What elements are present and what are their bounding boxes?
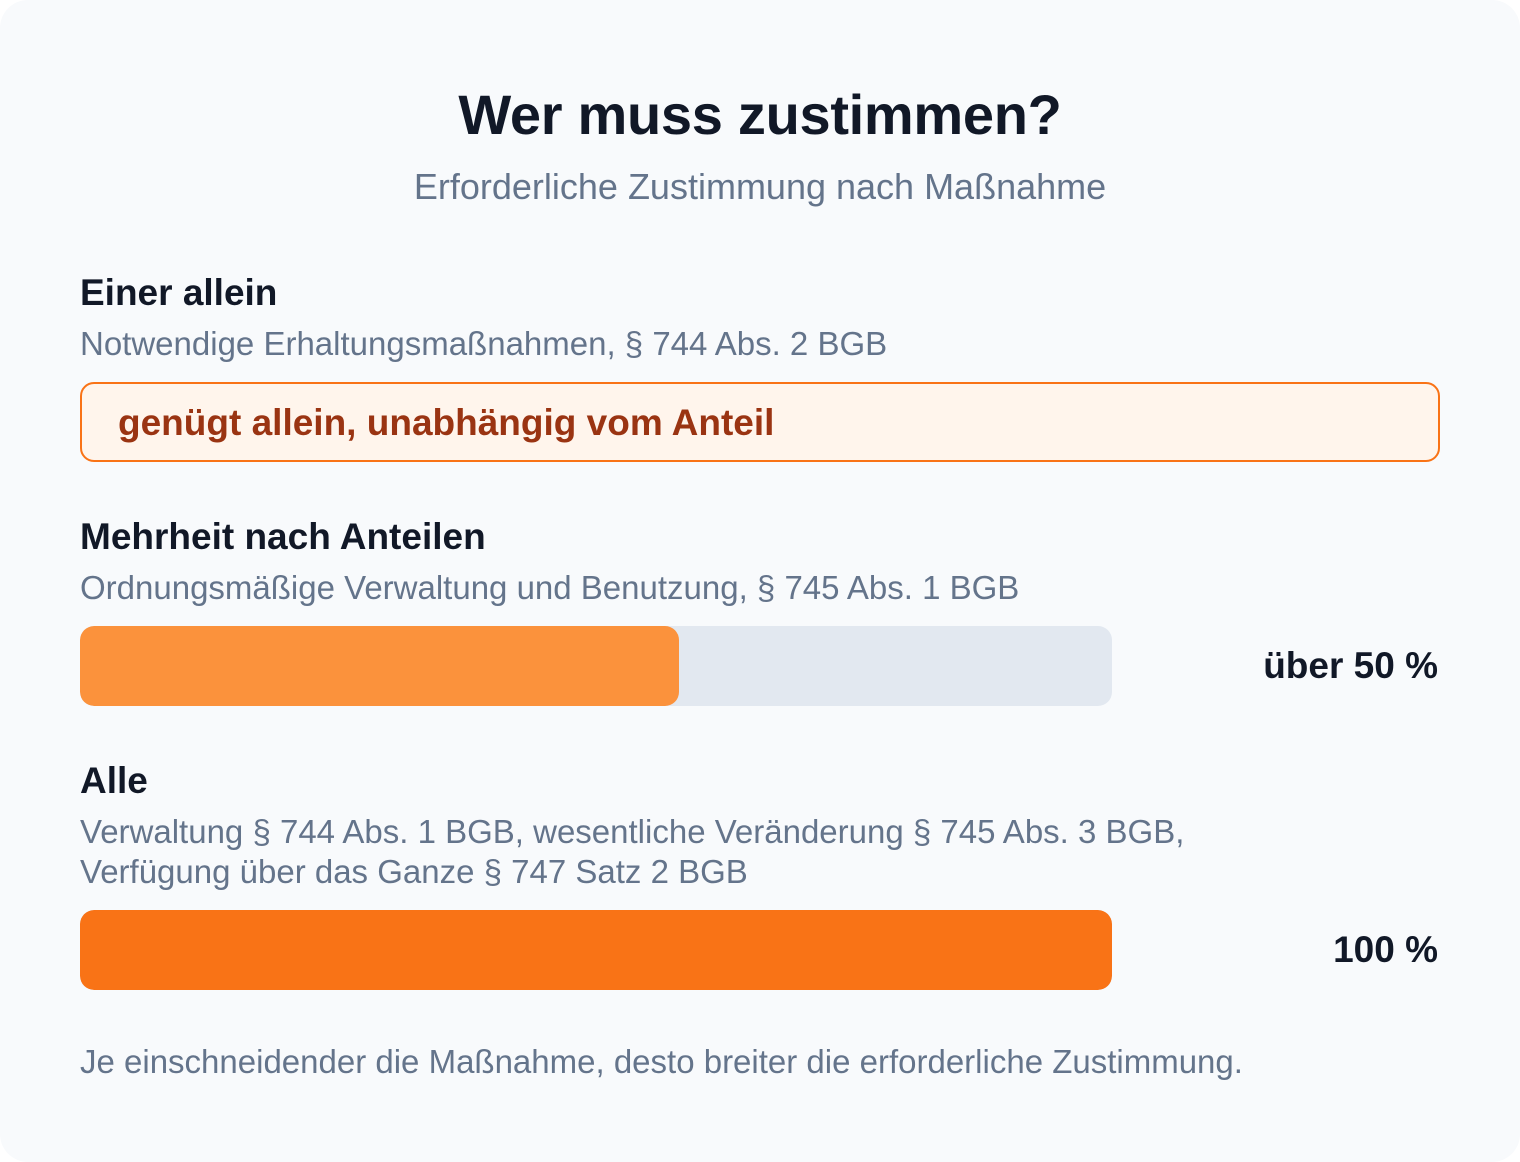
section-title-einer-allein: Einer allein <box>80 272 278 313</box>
footnote: Je einschneidender die Maßnahme, desto b… <box>80 1043 1243 1080</box>
progress-track-mehrheit <box>80 626 1112 706</box>
page-subtitle: Erforderliche Zustimmung nach Maßnahme <box>413 166 1107 207</box>
value-label-alle: 100 % <box>1333 929 1438 970</box>
callout-text: genügt allein, unabhängig vom Anteil <box>118 402 775 443</box>
value-label-mehrheit: über 50 % <box>1263 645 1438 686</box>
page-title: Wer muss zustimmen? <box>458 83 1062 146</box>
section-title-alle: Alle <box>80 760 148 801</box>
section-description-mehrheit: Ordnungsmäßige Verwaltung und Benutzung,… <box>80 569 1020 606</box>
section-title-mehrheit: Mehrheit nach Anteilen <box>80 516 486 557</box>
progress-fill-alle <box>80 910 1112 990</box>
callout-box: genügt allein, unabhängig vom Anteil <box>80 382 1440 462</box>
section-description-alle-line1: Verwaltung § 744 Abs. 1 BGB, wesentliche… <box>80 813 1185 850</box>
progress-track-alle <box>80 910 1112 990</box>
progress-fill-mehrheit <box>80 626 679 706</box>
section-description-alle-line2: Verfügung über das Ganze § 747 Satz 2 BG… <box>80 853 748 890</box>
section-description-einer-allein: Notwendige Erhaltungsmaßnahmen, § 744 Ab… <box>80 325 888 362</box>
